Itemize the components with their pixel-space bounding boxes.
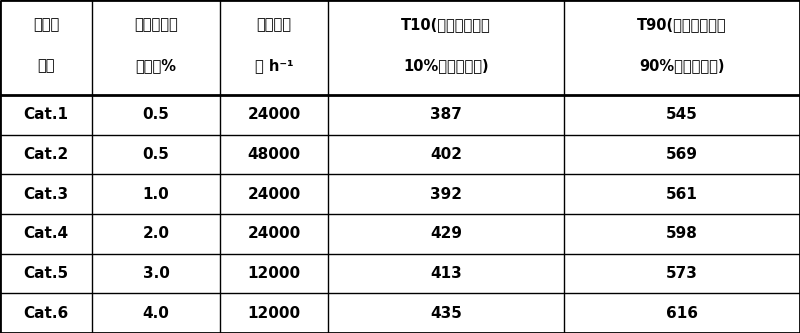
Text: 0.5: 0.5: [142, 147, 170, 162]
Text: 48000: 48000: [247, 147, 301, 162]
Text: 387: 387: [430, 107, 462, 122]
Text: 1.0: 1.0: [142, 186, 170, 201]
Text: 12000: 12000: [247, 306, 301, 321]
Text: 10%的反应温度): 10%的反应温度): [403, 58, 489, 73]
Text: Cat.4: Cat.4: [23, 226, 69, 241]
Text: 催化剂: 催化剂: [33, 17, 59, 32]
Text: Cat.1: Cat.1: [23, 107, 69, 122]
Text: 402: 402: [430, 147, 462, 162]
Text: 429: 429: [430, 226, 462, 241]
Text: 4.0: 4.0: [142, 306, 170, 321]
Text: 0.5: 0.5: [142, 107, 170, 122]
Text: 561: 561: [666, 186, 698, 201]
Text: Cat.2: Cat.2: [23, 147, 69, 162]
Text: 24000: 24000: [247, 226, 301, 241]
Text: 545: 545: [666, 107, 698, 122]
Text: 2.0: 2.0: [142, 226, 170, 241]
Text: 速 h⁻¹: 速 h⁻¹: [254, 58, 294, 73]
Text: 392: 392: [430, 186, 462, 201]
Text: Cat.3: Cat.3: [23, 186, 69, 201]
Text: 435: 435: [430, 306, 462, 321]
Text: 569: 569: [666, 147, 698, 162]
Text: 90%的反应温度): 90%的反应温度): [639, 58, 725, 73]
Text: 24000: 24000: [247, 186, 301, 201]
Text: 24000: 24000: [247, 107, 301, 122]
Text: 烷含量%: 烷含量%: [135, 58, 177, 73]
Text: 598: 598: [666, 226, 698, 241]
Text: 573: 573: [666, 266, 698, 281]
Text: Cat.6: Cat.6: [23, 306, 69, 321]
Text: T10(甲烷转化率为: T10(甲烷转化率为: [401, 17, 491, 32]
Text: 原料气中甲: 原料气中甲: [134, 17, 178, 32]
Text: 12000: 12000: [247, 266, 301, 281]
Text: 3.0: 3.0: [142, 266, 170, 281]
Text: 编号: 编号: [38, 58, 54, 73]
Text: 413: 413: [430, 266, 462, 281]
Text: 原料气空: 原料气空: [257, 17, 291, 32]
Text: 616: 616: [666, 306, 698, 321]
Text: Cat.5: Cat.5: [23, 266, 69, 281]
Text: T90(甲烷转化率为: T90(甲烷转化率为: [637, 17, 727, 32]
